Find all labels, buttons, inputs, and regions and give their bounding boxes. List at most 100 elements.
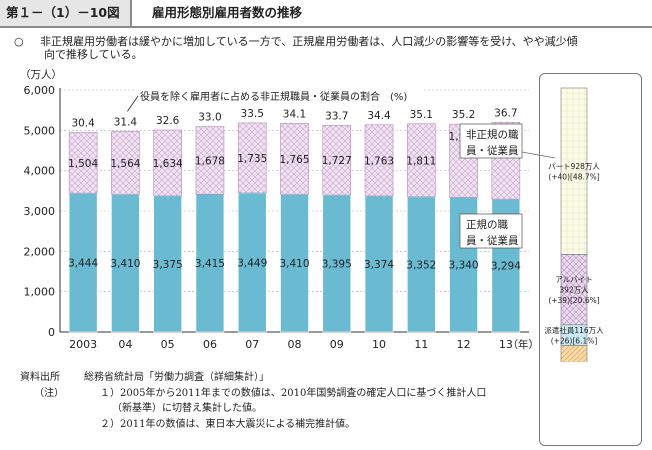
y-unit-label: （万人）	[20, 69, 62, 81]
data-label-regular: 3,410	[110, 258, 140, 270]
bar-regular	[407, 196, 436, 333]
bar-non-regular	[280, 122, 309, 195]
chart-labels: 0 1,000 2,000 3,000 4,000 5,000 6,000 （万人） 3,444…	[20, 69, 556, 351]
ratio-label: 33.7	[325, 110, 348, 122]
bar-regular	[153, 195, 182, 333]
legend-regular-text: 正規の職	[466, 219, 508, 231]
source-text: 総務省統計局「労働力調査（詳細集計）」	[84, 372, 269, 383]
breakdown-segment	[560, 345, 588, 362]
x-tick-label: 06	[203, 338, 217, 351]
data-label-regular: 3,410	[279, 258, 309, 270]
data-label-regular: 3,395	[322, 259, 352, 271]
bar-regular	[280, 194, 309, 333]
legend-regular-box	[459, 213, 523, 249]
x-tick-label: 09	[330, 338, 344, 351]
data-label-non-regular: 1,735	[237, 153, 267, 165]
bar-regular	[237, 192, 267, 333]
ratio-label: 33.0	[198, 112, 221, 124]
bar-non-regular	[237, 122, 267, 194]
note-2: ２）2011年の数値は、東日本大震災による補完推計値。	[100, 419, 356, 430]
breakdown-panel	[539, 73, 642, 446]
y-tick-label: 4,000	[24, 165, 56, 178]
data-label-non-regular: 1,504	[68, 158, 98, 170]
x-tick-label: 05	[161, 338, 175, 351]
x-unit-label: （年）	[508, 338, 540, 351]
y-tick-label: 5,000	[24, 124, 56, 137]
data-label-regular: 3,375	[153, 259, 183, 271]
x-tick-label: 04	[118, 338, 132, 351]
ratio-label: 30.4	[71, 117, 95, 129]
summary-line-2: 向で推移している。	[44, 48, 143, 61]
x-tick-label: 10	[372, 338, 386, 351]
data-label-regular: 3,294	[491, 261, 521, 273]
summary-line-1: 非正規雇用労働者は緩やかに増加している一方で、正規雇用労働者は、人口減少の影響等…	[40, 35, 578, 48]
ratio-label: 35.2	[452, 109, 475, 121]
summary-bullet: ○	[14, 35, 24, 48]
legend-non-regular-text: 員・従業員	[466, 144, 519, 157]
bar-non-regular	[364, 124, 394, 197]
x-tick-label: 08	[288, 338, 302, 351]
data-label-non-regular: 1,811	[406, 155, 436, 167]
data-label-non-regular: 1,765	[279, 154, 309, 166]
ratio-label: 34.4	[367, 110, 391, 122]
breakdown-label: 392万人	[559, 286, 589, 295]
data-label-regular: 3,340	[449, 260, 479, 272]
bar-regular	[111, 194, 140, 333]
bar-regular	[195, 193, 225, 333]
figure-title: 雇用形態別雇用者数の推移	[152, 5, 303, 20]
bar-non-regular	[111, 131, 140, 195]
bar-non-regular	[153, 129, 182, 197]
notes-label: （注）	[34, 388, 64, 399]
note-1: １）2005年から2011年までの数値は、2010年国勢調査の確定人口に基づく推…	[100, 388, 487, 399]
note-1-cont: （新基準）に切替え集計した値。	[112, 403, 262, 414]
bar-regular	[322, 194, 352, 333]
figure-number: 第１－（1）－10図	[0, 0, 132, 26]
ratio-label: 36.7	[494, 107, 517, 119]
data-label-regular: 3,352	[406, 259, 436, 271]
legend-regular-text: 員・従業員	[466, 234, 519, 247]
data-label-regular: 3,374	[364, 259, 394, 271]
data-label-non-regular: 1,727	[322, 155, 352, 167]
breakdown-column: パート928万人 (+40)[48.7%] アルバイト 392万人(+39)[20.6…	[544, 87, 604, 362]
figure-header: 第１－（1）－10図 雇用形態別雇用者数の推移	[0, 0, 652, 28]
breakdown-segment	[560, 87, 588, 255]
ratio-label: 31.4	[114, 116, 138, 128]
ratio-label: 33.5	[241, 108, 264, 120]
breakdown-label: (+26)[6.1%]	[551, 337, 598, 346]
data-label-regular: 3,449	[237, 257, 267, 269]
x-tick-label: 11	[414, 338, 428, 351]
y-tick-label: 3,000	[24, 205, 56, 218]
y-tick-label: 0	[48, 326, 55, 339]
breakdown-label: 派遣社員116万人	[544, 325, 604, 335]
breakdown-label: アルバイト	[555, 275, 592, 284]
breakdown-label: (+39)[20.6%]	[548, 296, 599, 305]
data-label-non-regular: 1,564	[110, 158, 140, 170]
x-tick-label: 2003	[69, 338, 97, 351]
data-label-non-regular: 1,763	[364, 155, 394, 167]
data-label-non-regular: 1,634	[153, 158, 183, 170]
ratio-label: 35.1	[410, 109, 433, 121]
x-tick-label: 07	[245, 338, 259, 351]
y-tick-label: 2,000	[24, 245, 56, 258]
bar-non-regular	[195, 126, 225, 195]
ratio-label: 32.6	[156, 115, 180, 127]
breakdown-label: パート928万人	[548, 162, 600, 171]
legend-non-regular-text: 非正規の職	[466, 129, 519, 141]
breakdown-segment	[560, 254, 588, 326]
ratio-label: 34.1	[283, 108, 306, 120]
x-tick-label: 12	[457, 338, 471, 351]
bar-non-regular	[407, 123, 436, 198]
data-label-regular: 3,415	[195, 258, 225, 270]
legend-non-regular-box	[459, 123, 523, 159]
legend-connector	[521, 151, 556, 159]
stacked-bar-chart: 0 1,000 2,000 3,000 4,000 5,000 6,000 （万人） 3,444…	[20, 69, 604, 362]
data-label-non-regular: 1,678	[195, 155, 225, 167]
x-tick-label: 13	[499, 338, 513, 351]
breakdown-label: (+40)[48.7%]	[548, 173, 599, 182]
bar-non-regular	[322, 125, 352, 196]
y-tick-label: 1,000	[24, 286, 56, 299]
y-tick-label: 6,000	[24, 84, 56, 97]
ratio-annotation-arrow	[127, 95, 139, 112]
source-label: 資料出所	[20, 372, 60, 383]
ratio-annotation-bg	[134, 89, 424, 103]
